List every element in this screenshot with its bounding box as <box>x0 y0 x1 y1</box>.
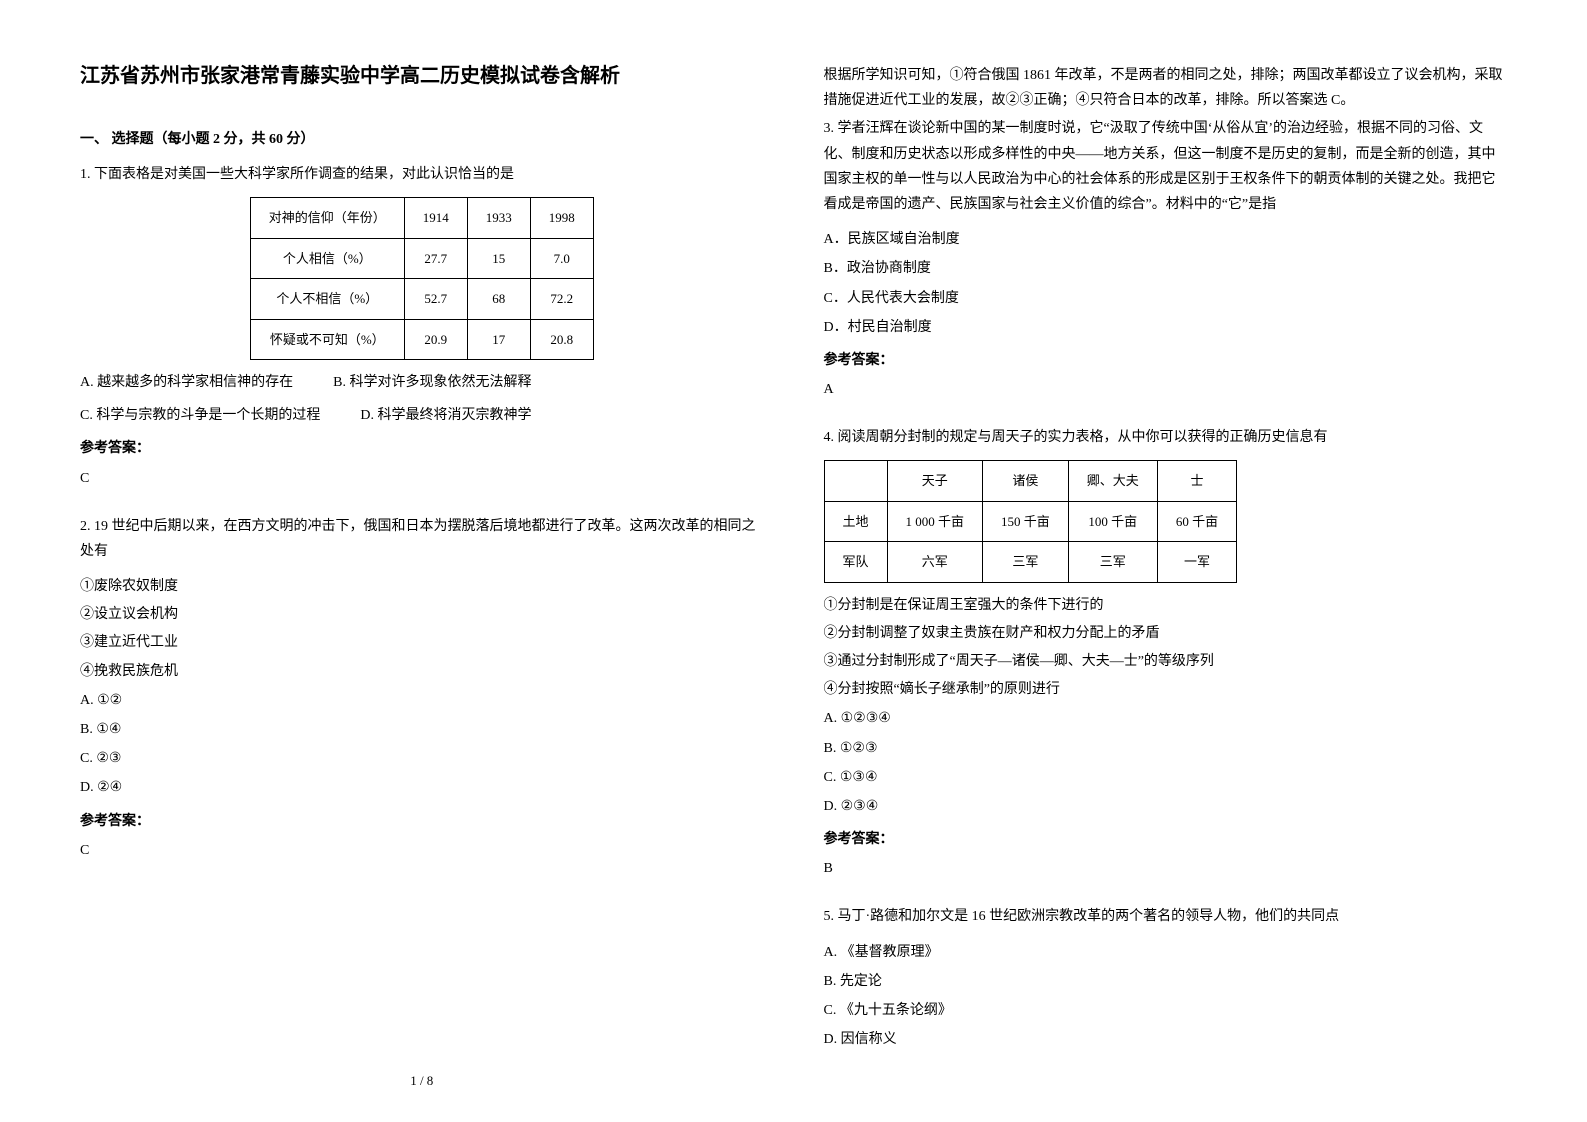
q3-optB: B．政治协商制度 <box>824 256 1508 281</box>
q4-item: ④分封按照“嫡长子继承制”的原则进行 <box>824 677 1508 702</box>
q2-text: 2. 19 世纪中后期以来，在西方文明的冲击下，俄国和日本为摆脱落后境地都进行了… <box>80 514 764 564</box>
table-cell: 17 <box>467 319 530 359</box>
table-cell <box>824 461 887 501</box>
q3-optC: C．人民代表大会制度 <box>824 286 1508 311</box>
table-cell: 20.8 <box>530 319 593 359</box>
question-3: 3. 学者汪辉在谈论新中国的某一制度时说，它“汲取了传统中国‘从俗从宜’的治边经… <box>824 116 1508 417</box>
q5-optA: A. 《基督教原理》 <box>824 940 1508 965</box>
answer-label: 参考答案： <box>80 436 764 461</box>
q1-table: 对神的信仰（年份） 1914 1933 1998 个人相信（%） 27.7 15… <box>250 197 594 360</box>
answer-label: 参考答案： <box>824 827 1508 852</box>
q2-answer: C <box>80 838 764 863</box>
table-cell: 72.2 <box>530 279 593 319</box>
q2-optC: C. ②③ <box>80 746 764 771</box>
section-header: 一、 选择题（每小题 2 分，共 60 分） <box>80 127 764 152</box>
table-cell: 15 <box>467 238 530 278</box>
q2-optB: B. ①④ <box>80 717 764 742</box>
table-cell: 三军 <box>1068 542 1157 582</box>
table-cell: 军队 <box>824 542 887 582</box>
table-cell: 个人不相信（%） <box>250 279 404 319</box>
table-cell: 诸侯 <box>983 461 1069 501</box>
table-cell: 1933 <box>467 198 530 238</box>
table-cell: 三军 <box>983 542 1069 582</box>
q1-optB: B. 科学对许多现象依然无法解释 <box>333 370 531 395</box>
q1-text: 1. 下面表格是对美国一些大科学家所作调查的结果，对此认识恰当的是 <box>80 162 764 187</box>
options-row: A. 越来越多的科学家相信神的存在 B. 科学对许多现象依然无法解释 <box>80 370 764 395</box>
table-cell: 1 000 千亩 <box>887 501 983 541</box>
q4-optA: A. ①②③④ <box>824 706 1508 731</box>
q2-item: ③建立近代工业 <box>80 630 764 655</box>
q4-item: ③通过分封制形成了“周天子—诸侯—卿、大夫—士”的等级序列 <box>824 649 1508 674</box>
table-cell: 1914 <box>404 198 467 238</box>
table-cell: 27.7 <box>404 238 467 278</box>
q4-answer: B <box>824 856 1508 881</box>
q3-text: 3. 学者汪辉在谈论新中国的某一制度时说，它“汲取了传统中国‘从俗从宜’的治边经… <box>824 116 1508 217</box>
table-cell: 68 <box>467 279 530 319</box>
q2-item: ④挽救民族危机 <box>80 659 764 684</box>
table-cell: 150 千亩 <box>983 501 1069 541</box>
q4-optD: D. ②③④ <box>824 794 1508 819</box>
q1-answer: C <box>80 466 764 491</box>
q1-optC: C. 科学与宗教的斗争是一个长期的过程 <box>80 403 320 428</box>
table-cell: 士 <box>1157 461 1236 501</box>
table-cell: 天子 <box>887 461 983 501</box>
q5-optD: D. 因信称义 <box>824 1027 1508 1052</box>
q2-item: ②设立议会机构 <box>80 602 764 627</box>
table-cell: 20.9 <box>404 319 467 359</box>
table-cell: 1998 <box>530 198 593 238</box>
q3-answer: A <box>824 377 1508 402</box>
options-row: C. 科学与宗教的斗争是一个长期的过程 D. 科学最终将消灭宗教神学 <box>80 403 764 428</box>
table-cell: 52.7 <box>404 279 467 319</box>
question-1: 1. 下面表格是对美国一些大科学家所作调查的结果，对此认识恰当的是 对神的信仰（… <box>80 162 764 506</box>
table-cell: 土地 <box>824 501 887 541</box>
table-cell: 100 千亩 <box>1068 501 1157 541</box>
page-footer: 1 / 8 <box>80 1049 764 1092</box>
exam-title: 江苏省苏州市张家港常青藤实验中学高二历史模拟试卷含解析 <box>80 60 764 92</box>
q4-item: ②分封制调整了奴隶主贵族在财产和权力分配上的矛盾 <box>824 621 1508 646</box>
table-cell: 卿、大夫 <box>1068 461 1157 501</box>
answer-label: 参考答案： <box>80 809 764 834</box>
question-2: 2. 19 世纪中后期以来，在西方文明的冲击下，俄国和日本为摆脱落后境地都进行了… <box>80 514 764 878</box>
table-cell: 怀疑或不可知（%） <box>250 319 404 359</box>
answer-label: 参考答案： <box>824 348 1508 373</box>
q3-optA: A．民族区域自治制度 <box>824 227 1508 252</box>
question-5: 5. 马丁·路德和加尔文是 16 世纪欧洲宗教改革的两个著名的领导人物，他们的共… <box>824 904 1508 1056</box>
right-column: 根据所学知识可知，①符合俄国 1861 年改革，不是两者的相同之处，排除；两国改… <box>824 60 1508 1092</box>
q2-optD: D. ②④ <box>80 775 764 800</box>
table-cell: 60 千亩 <box>1157 501 1236 541</box>
q5-optC: C. 《九十五条论纲》 <box>824 998 1508 1023</box>
q5-optB: B. 先定论 <box>824 969 1508 994</box>
q3-optD: D．村民自治制度 <box>824 315 1508 340</box>
q4-text: 4. 阅读周朝分封制的规定与周天子的实力表格，从中你可以获得的正确历史信息有 <box>824 425 1508 450</box>
table-cell: 六军 <box>887 542 983 582</box>
q5-text: 5. 马丁·路德和加尔文是 16 世纪欧洲宗教改革的两个著名的领导人物，他们的共… <box>824 904 1508 929</box>
q4-table: 天子 诸侯 卿、大夫 士 土地 1 000 千亩 150 千亩 100 千亩 6… <box>824 460 1238 582</box>
q1-optD: D. 科学最终将消灭宗教神学 <box>360 403 531 428</box>
q4-optC: C. ①③④ <box>824 765 1508 790</box>
table-cell: 7.0 <box>530 238 593 278</box>
q2-optA: A. ①② <box>80 688 764 713</box>
q4-item: ①分封制是在保证周王室强大的条件下进行的 <box>824 593 1508 618</box>
q2-item: ①废除农奴制度 <box>80 574 764 599</box>
table-cell: 一军 <box>1157 542 1236 582</box>
q2-explanation: 根据所学知识可知，①符合俄国 1861 年改革，不是两者的相同之处，排除；两国改… <box>824 63 1508 113</box>
question-4: 4. 阅读周朝分封制的规定与周天子的实力表格，从中你可以获得的正确历史信息有 天… <box>824 425 1508 896</box>
table-cell: 个人相信（%） <box>250 238 404 278</box>
q1-optA: A. 越来越多的科学家相信神的存在 <box>80 370 293 395</box>
table-cell: 对神的信仰（年份） <box>250 198 404 238</box>
q4-optB: B. ①②③ <box>824 736 1508 761</box>
left-column: 江苏省苏州市张家港常青藤实验中学高二历史模拟试卷含解析 一、 选择题（每小题 2… <box>80 60 764 1092</box>
